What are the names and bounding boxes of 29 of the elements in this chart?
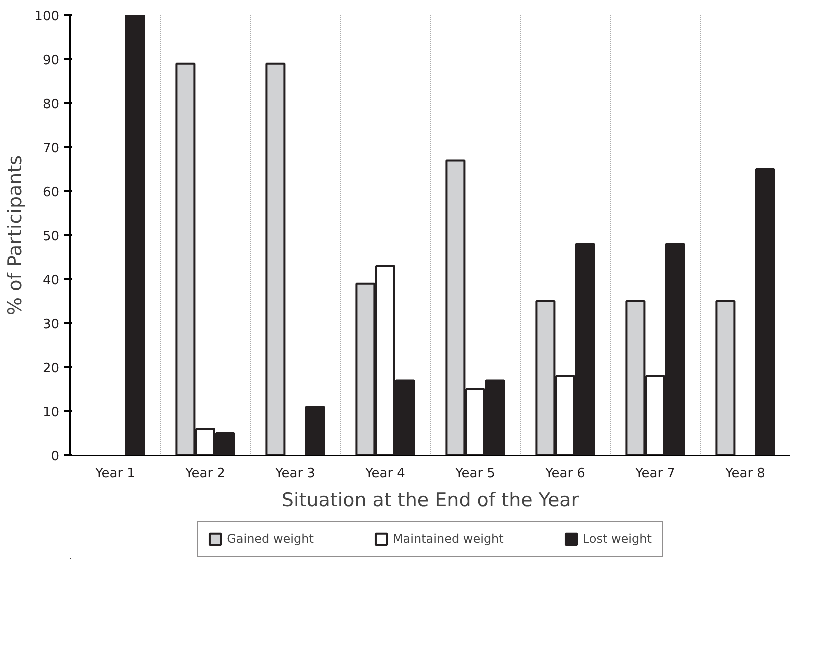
y-tick-label: 0 (51, 450, 60, 464)
legend-label: Lost weight (582, 532, 652, 546)
x-tick-label: Year 6 (544, 466, 586, 482)
y-tick-label: 50 (42, 230, 60, 244)
y-tick-label: 30 (42, 318, 60, 332)
bar (305, 406, 326, 456)
x-tick-label: Year 8 (724, 466, 766, 482)
bar (755, 168, 776, 456)
y-tick-label: 70 (42, 142, 60, 156)
x-axis-title: Situation at the End of the Year (282, 490, 580, 512)
legend-label: Maintained weight (392, 532, 504, 546)
x-tick-label: Year 3 (274, 466, 316, 482)
y-tick-label: 100 (34, 10, 60, 24)
y-tick-label: 40 (42, 274, 60, 288)
x-tick-label: Year 4 (364, 466, 406, 482)
x-tick-label: Year 1 (94, 466, 136, 482)
y-tick-label: 80 (42, 98, 60, 112)
y-tick-label: 10 (42, 406, 60, 420)
x-tick-label: Year 7 (634, 466, 676, 482)
bar (266, 62, 286, 456)
bar (125, 16, 146, 456)
y-axis-title: % of Participants (4, 155, 27, 316)
bar (716, 300, 736, 456)
y-tick-label: 90 (42, 54, 60, 68)
x-tick-label: Year 2 (184, 466, 226, 482)
legend-label: Gained weight (227, 532, 314, 546)
y-tick-label: 60 (42, 186, 60, 200)
x-tick-label: Year 5 (454, 466, 496, 482)
y-tick-label: 20 (42, 362, 60, 376)
